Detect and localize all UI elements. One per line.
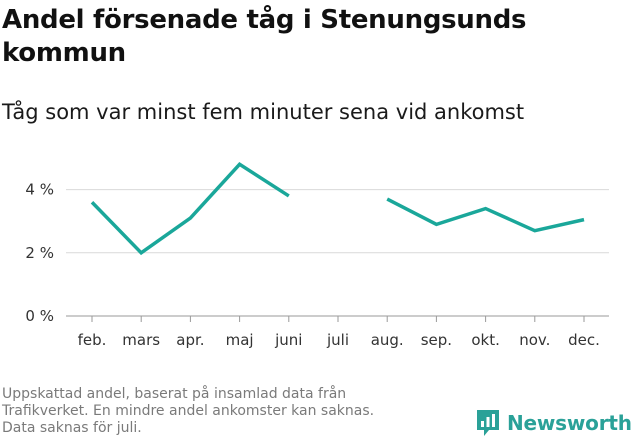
- x-tick-label: apr.: [176, 331, 204, 349]
- footnote-line-2: Trafikverket. En mindre andel ankomster …: [2, 403, 375, 419]
- series-line: [90, 162, 290, 256]
- x-tick-label: dec.: [568, 331, 600, 349]
- x-tick-label: sep.: [421, 331, 452, 349]
- x-tick-label: aug.: [371, 331, 404, 349]
- brand-name: Newsworthy: [507, 411, 631, 435]
- chart-subtitle: Tåg som var minst fem minuter sena vid a…: [2, 100, 525, 124]
- brand-logo: Newsworthy: [475, 408, 631, 438]
- x-tick-label: okt.: [471, 331, 500, 349]
- x-tick-label: feb.: [78, 331, 107, 349]
- y-tick-label: 2 %: [25, 244, 54, 262]
- newsworthy-logo-icon: [477, 410, 499, 436]
- series-line: [386, 197, 585, 233]
- y-tick-label: 4 %: [25, 181, 54, 199]
- x-tick-label: nov.: [519, 331, 550, 349]
- y-tick-label: 0 %: [25, 307, 54, 325]
- x-tick-label: juni: [274, 331, 302, 349]
- footnote: Uppskattad andel, baserat på insamlad da…: [2, 386, 442, 437]
- footnote-line-1: Uppskattad andel, baserat på insamlad da…: [2, 386, 347, 402]
- x-tick-label: juli: [326, 331, 349, 349]
- x-tick-label: mars: [122, 331, 160, 349]
- footnote-line-3: Data saknas för juli.: [2, 420, 142, 436]
- x-tick-label: maj: [226, 331, 254, 349]
- chart-title: Andel försenade tåg i Stenungsunds kommu…: [2, 5, 527, 68]
